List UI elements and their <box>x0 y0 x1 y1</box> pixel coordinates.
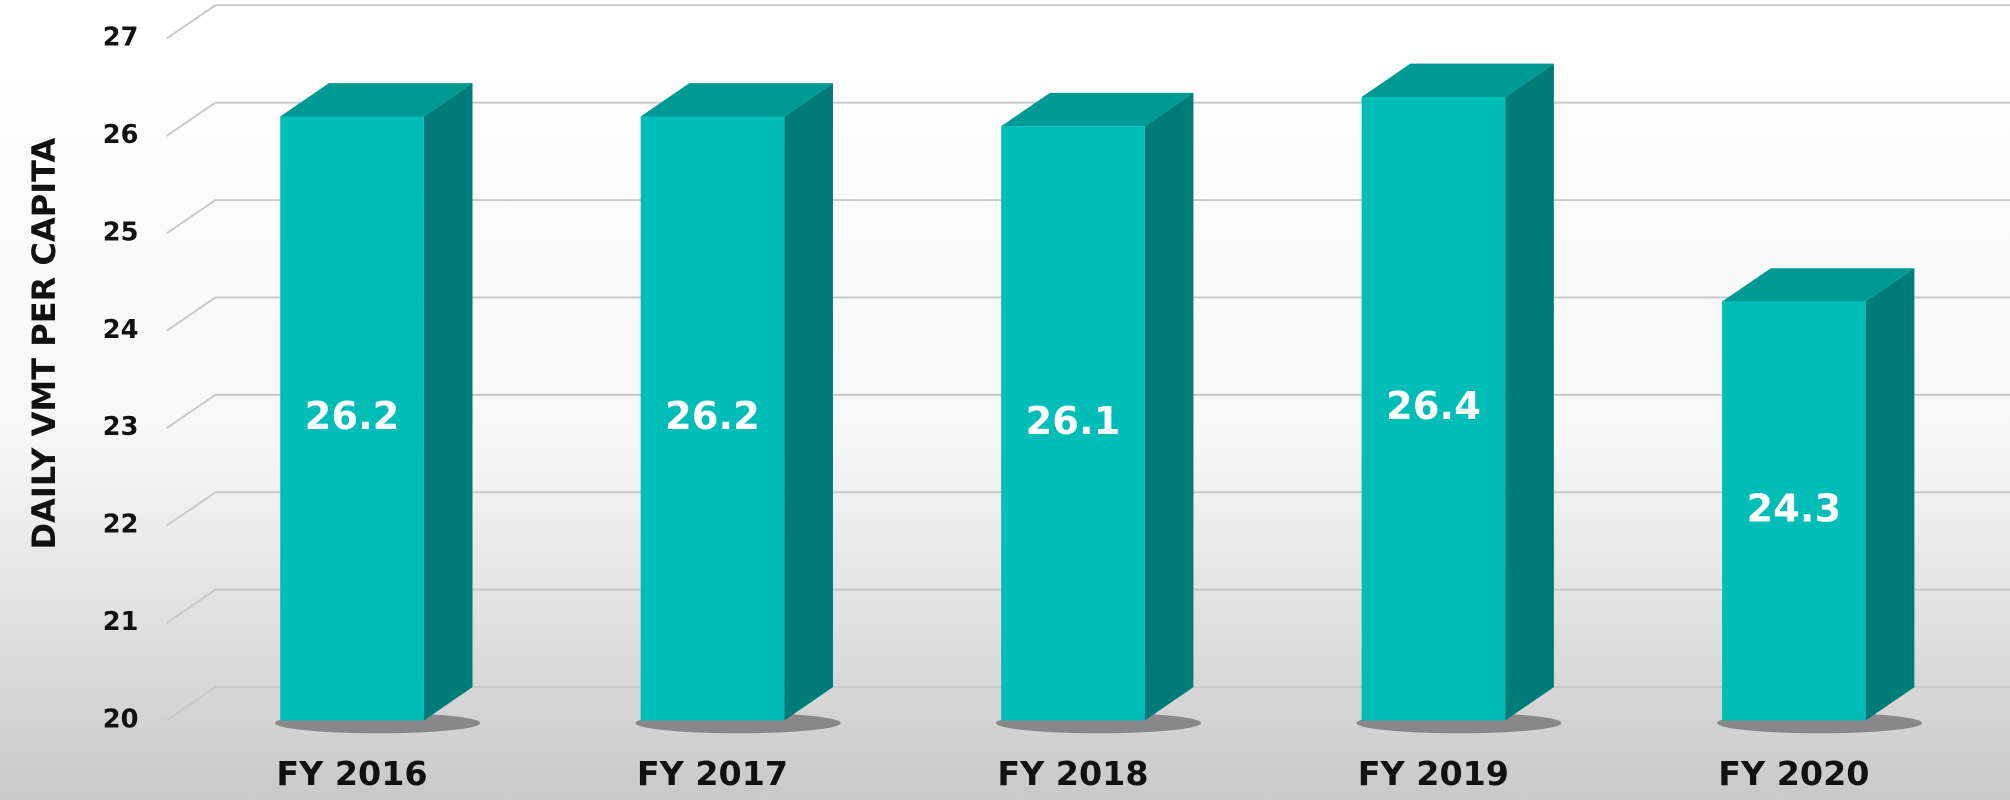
bar <box>1361 96 1506 721</box>
bar-side <box>423 83 473 721</box>
value-label: 26.2 <box>305 394 400 439</box>
bar-top <box>280 83 473 117</box>
y-tick-label: 27 <box>103 23 139 53</box>
x-tick-label: FY 2020 <box>1718 754 1869 793</box>
y-tick-label: 20 <box>103 704 139 734</box>
bar <box>280 116 424 721</box>
value-label: 26.4 <box>1386 384 1481 429</box>
y-tick-label: 23 <box>103 412 139 442</box>
bar-side <box>784 83 833 721</box>
bar-side <box>1865 268 1915 721</box>
x-tick-label: FY 2018 <box>997 754 1148 793</box>
y-tick-label: 25 <box>103 217 139 247</box>
x-tick-label: FY 2019 <box>1358 754 1509 793</box>
bar-side <box>1144 92 1194 721</box>
value-label: 24.3 <box>1746 487 1841 532</box>
bar-top <box>1722 268 1915 302</box>
bar-top <box>1361 63 1554 97</box>
grid-line <box>166 4 2010 40</box>
value-label: 26.2 <box>665 394 760 439</box>
value-label: 26.1 <box>1026 399 1121 444</box>
y-tick-label: 22 <box>103 510 139 540</box>
bar-top <box>1001 92 1194 127</box>
bar-side <box>1505 63 1554 721</box>
bars: 26.2 26.2 26.1 26.4 24.3 <box>275 63 1923 734</box>
bar <box>1722 301 1866 721</box>
y-axis-title: DAILY VMT PER CAPITA <box>25 138 63 550</box>
y-tick-label: 21 <box>103 607 139 637</box>
bar <box>640 116 785 721</box>
bar <box>1001 126 1145 721</box>
x-tick-label: FY 2017 <box>637 754 788 793</box>
x-tick-label: FY 2016 <box>276 754 427 793</box>
y-tick-label: 26 <box>103 120 139 150</box>
y-tick-label: 24 <box>103 315 139 345</box>
bar-top <box>640 83 833 117</box>
